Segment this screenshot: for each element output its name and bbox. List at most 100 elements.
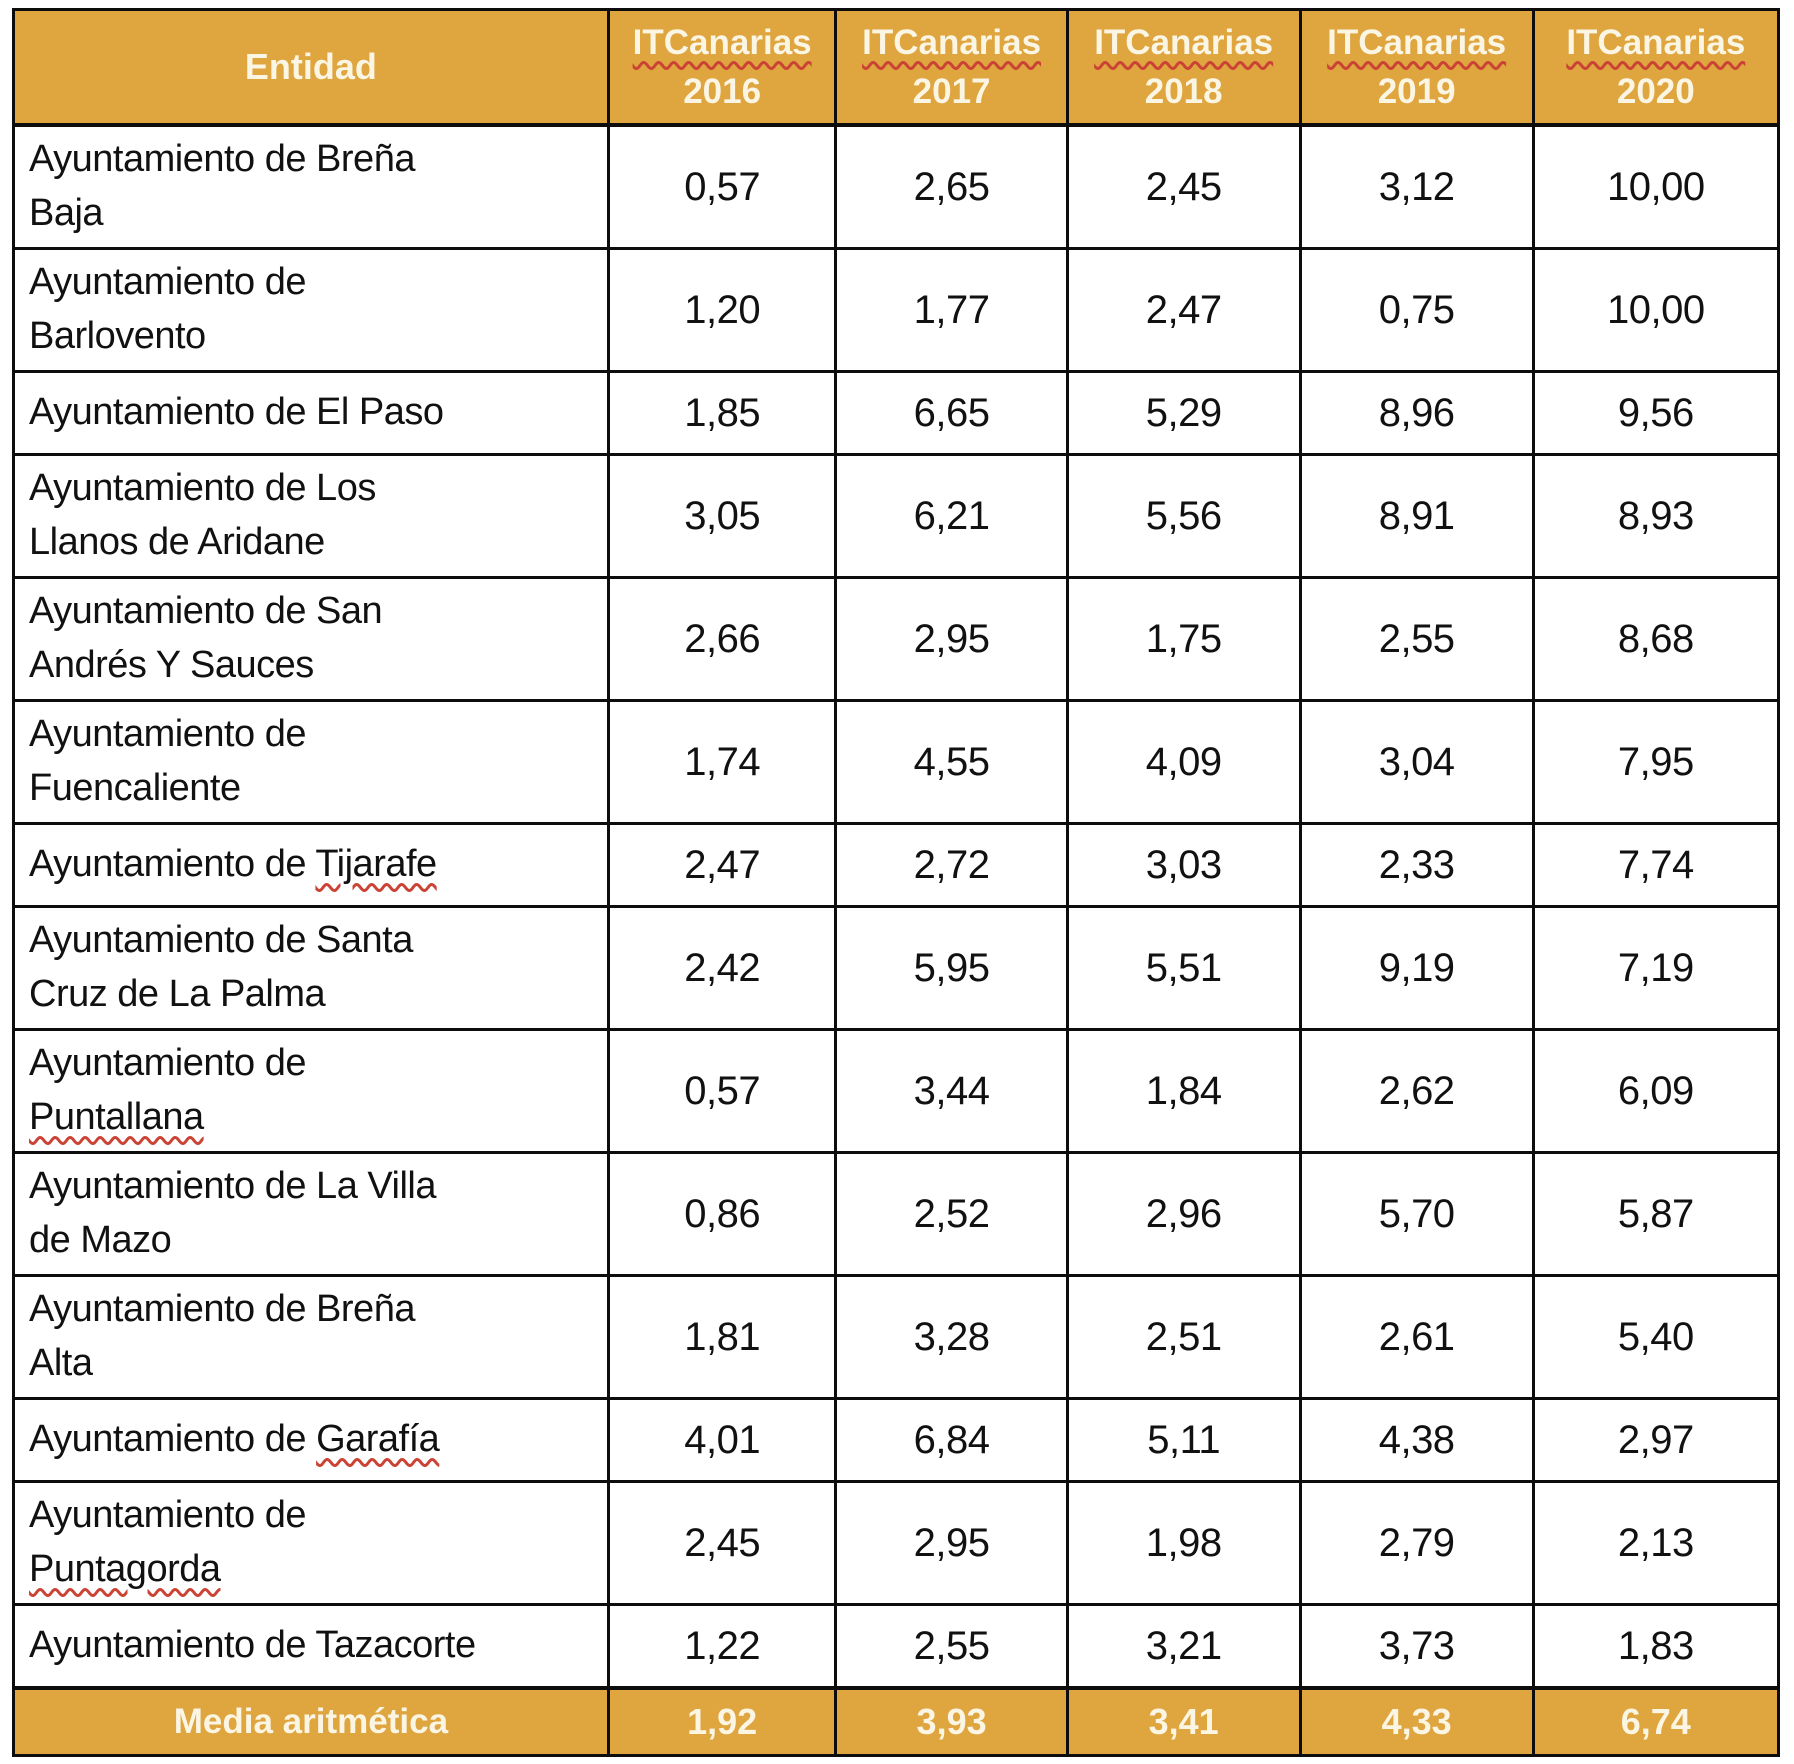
value-cell-2019: 2,79 xyxy=(1298,1480,1535,1606)
header-col-2019: ITCanarias 2019 xyxy=(1298,8,1535,127)
value-cell-2018: 2,51 xyxy=(1065,1274,1302,1400)
value-cell-2017: 2,95 xyxy=(834,1480,1069,1606)
value-cell-2020: 5,40 xyxy=(1531,1274,1781,1400)
value-cell-2018: 1,98 xyxy=(1065,1480,1302,1606)
entity-cell: Ayuntamiento de La Villa de Mazo xyxy=(12,1151,610,1277)
value-cell-2020: 9,56 xyxy=(1531,370,1781,456)
table-row: Ayuntamiento de Puntallana 0,57 3,44 1,84 2,6… xyxy=(12,1028,1781,1154)
header-year-label: 2017 xyxy=(912,72,991,111)
entity-cell: Ayuntamiento de Santa Cruz de La Palma xyxy=(12,905,610,1031)
value-cell-2017: 2,72 xyxy=(834,822,1069,908)
misspelled-word: ITCanarias xyxy=(632,23,812,62)
value-cell-2016: 1,81 xyxy=(606,1274,838,1400)
misspelled-word: ITCanarias xyxy=(1566,23,1746,62)
value-cell-2020: 7,74 xyxy=(1531,822,1781,908)
value-cell-2017: 6,84 xyxy=(834,1397,1069,1483)
value-cell-2016: 4,01 xyxy=(606,1397,838,1483)
value-cell-2019: 2,62 xyxy=(1298,1028,1535,1154)
value-cell-2018: 2,47 xyxy=(1065,247,1302,373)
value-cell-2020: 5,87 xyxy=(1531,1151,1781,1277)
entity-cell: Ayuntamiento de Puntagorda xyxy=(12,1480,610,1606)
value-cell-2019: 5,70 xyxy=(1298,1151,1535,1277)
value-cell-2019: 2,55 xyxy=(1298,576,1535,702)
table-row: Ayuntamiento de Breña Alta 1,81 3,28 2,51 2,6… xyxy=(12,1274,1781,1400)
value-cell-2019: 8,91 xyxy=(1298,453,1535,579)
entity-cell: Ayuntamiento de Los Llanos de Aridane xyxy=(12,453,610,579)
value-cell-2018: 3,03 xyxy=(1065,822,1302,908)
misspelled-word: ITCanarias xyxy=(1327,23,1507,62)
header-col-2016: ITCanarias 2016 xyxy=(606,8,838,127)
value-cell-2018: 2,96 xyxy=(1065,1151,1302,1277)
value-cell-2020: 2,13 xyxy=(1531,1480,1781,1606)
table-row: Ayuntamiento de San Andrés Y Sauces 2,66 2,… xyxy=(12,576,1781,702)
mean-value-2017: 3,93 xyxy=(834,1686,1069,1757)
value-cell-2016: 2,47 xyxy=(606,822,838,908)
value-cell-2018: 5,11 xyxy=(1065,1397,1302,1483)
value-cell-2017: 2,65 xyxy=(834,123,1069,250)
value-cell-2018: 5,29 xyxy=(1065,370,1302,456)
header-col-2020: ITCanarias 2020 xyxy=(1531,8,1781,127)
value-cell-2020: 10,00 xyxy=(1531,123,1781,250)
misspelled-word: Puntallana xyxy=(29,1096,204,1138)
table-row: Ayuntamiento de Garafía 4,01 6,84 5,11 4,38 2… xyxy=(12,1397,1781,1483)
value-cell-2018: 4,09 xyxy=(1065,699,1302,825)
header-year-label: 2020 xyxy=(1616,72,1695,111)
value-cell-2018: 3,21 xyxy=(1065,1603,1302,1690)
misspelled-word: Puntagorda xyxy=(29,1548,221,1590)
header-brand-label: ITCanarias xyxy=(1302,25,1532,60)
value-cell-2020: 7,95 xyxy=(1531,699,1781,825)
entity-cell: Ayuntamiento de Tazacorte xyxy=(12,1603,610,1690)
header-brand-label: ITCanarias xyxy=(1535,25,1777,60)
value-cell-2017: 3,44 xyxy=(834,1028,1069,1154)
value-cell-2017: 5,95 xyxy=(834,905,1069,1031)
value-cell-2016: 0,57 xyxy=(606,123,838,250)
table-row: Ayuntamiento de Breña Baja 0,57 2,65 2,45 3,1… xyxy=(12,123,1781,250)
entity-cell: Ayuntamiento de Garafía xyxy=(12,1397,610,1483)
value-cell-2019: 8,96 xyxy=(1298,370,1535,456)
header-year-label: 2018 xyxy=(1144,72,1223,111)
table-row: Ayuntamiento de Barlovento 1,20 1,77 2,47 0,7… xyxy=(12,247,1781,373)
table-row: Ayuntamiento de Tijarafe 2,47 2,72 3,03 2,33… xyxy=(12,822,1781,908)
value-cell-2016: 0,57 xyxy=(606,1028,838,1154)
value-cell-2018: 1,84 xyxy=(1065,1028,1302,1154)
value-cell-2017: 2,52 xyxy=(834,1151,1069,1277)
table-body: Ayuntamiento de Breña Baja 0,57 2,65 2,45 3,1… xyxy=(12,123,1781,1690)
header-col-2017: ITCanarias 2017 xyxy=(834,8,1069,127)
value-cell-2016: 2,66 xyxy=(606,576,838,702)
header-brand-label: ITCanarias xyxy=(1069,25,1299,60)
value-cell-2016: 2,42 xyxy=(606,905,838,1031)
misspelled-word: Tijarafe xyxy=(315,843,437,886)
value-cell-2016: 0,86 xyxy=(606,1151,838,1277)
header-col-2018: ITCanarias 2018 xyxy=(1065,8,1302,127)
value-cell-2019: 0,75 xyxy=(1298,247,1535,373)
value-cell-2020: 10,00 xyxy=(1531,247,1781,373)
value-cell-2020: 7,19 xyxy=(1531,905,1781,1031)
value-cell-2018: 1,75 xyxy=(1065,576,1302,702)
value-cell-2019: 2,61 xyxy=(1298,1274,1535,1400)
value-cell-2016: 3,05 xyxy=(606,453,838,579)
table-row: Ayuntamiento de Puntagorda 2,45 2,95 1,98 2,7… xyxy=(12,1480,1781,1606)
mean-value-2020: 6,74 xyxy=(1531,1686,1781,1757)
value-cell-2020: 2,97 xyxy=(1531,1397,1781,1483)
table-row: Ayuntamiento de El Paso 1,85 6,65 5,29 8,96 9… xyxy=(12,370,1781,456)
value-cell-2017: 4,55 xyxy=(834,699,1069,825)
value-cell-2016: 1,85 xyxy=(606,370,838,456)
header-brand-label: ITCanarias xyxy=(837,25,1065,60)
value-cell-2016: 1,74 xyxy=(606,699,838,825)
value-cell-2017: 6,21 xyxy=(834,453,1069,579)
value-cell-2016: 1,20 xyxy=(606,247,838,373)
value-cell-2019: 2,33 xyxy=(1298,822,1535,908)
value-cell-2017: 2,55 xyxy=(834,1603,1069,1690)
table-row: Ayuntamiento de Tazacorte 1,22 2,55 3,21 3,7… xyxy=(12,1603,1781,1690)
entity-cell: Ayuntamiento de Fuencaliente xyxy=(12,699,610,825)
header-row: Entidad ITCanarias 2016 ITCanarias 2017 ITCa… xyxy=(12,8,1781,127)
misspelled-word: ITCanarias xyxy=(1094,23,1274,62)
entity-cell: Ayuntamiento de Tijarafe xyxy=(12,822,610,908)
misspelled-word: Garafía xyxy=(316,1418,440,1461)
entity-cell: Ayuntamiento de Breña Baja xyxy=(12,123,610,250)
table-row: Ayuntamiento de Los Llanos de Aridane 3,05… xyxy=(12,453,1781,579)
entity-cell: Ayuntamiento de Puntallana xyxy=(12,1028,610,1154)
mean-label: Media aritmética xyxy=(12,1686,610,1757)
value-cell-2020: 8,93 xyxy=(1531,453,1781,579)
